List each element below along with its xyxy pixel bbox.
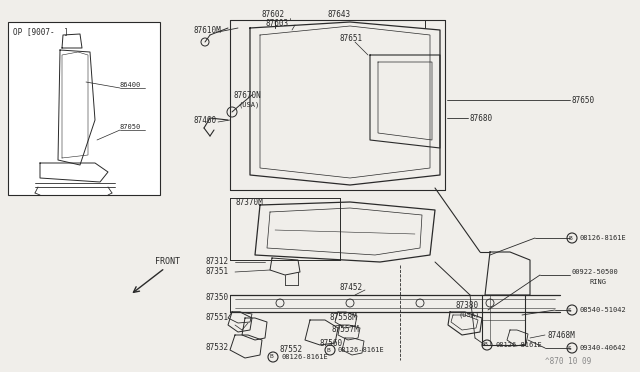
Text: 87351: 87351 <box>205 267 228 276</box>
Text: 09340-40642: 09340-40642 <box>580 345 627 351</box>
Text: 87380: 87380 <box>455 301 478 310</box>
Text: B: B <box>568 235 572 241</box>
Text: 87603: 87603 <box>265 19 288 28</box>
Text: B: B <box>326 347 330 353</box>
Text: 87651: 87651 <box>340 33 363 42</box>
Text: 87312: 87312 <box>205 257 228 266</box>
Text: 87650: 87650 <box>572 96 595 105</box>
Text: 87670N: 87670N <box>234 90 262 99</box>
Text: 08126-8161E: 08126-8161E <box>496 342 543 348</box>
Text: 87050: 87050 <box>120 124 141 130</box>
Text: 87552: 87552 <box>280 346 303 355</box>
Text: 87452: 87452 <box>340 283 363 292</box>
Bar <box>8 22 160 195</box>
Text: 87602: 87602 <box>262 10 285 19</box>
Text: 87370M: 87370M <box>235 198 263 206</box>
Text: OP [9007-  ]: OP [9007- ] <box>13 28 68 36</box>
Text: 87558M: 87558M <box>330 314 358 323</box>
Text: FRONT: FRONT <box>155 257 180 266</box>
Text: 87560: 87560 <box>320 339 343 347</box>
Text: 87350: 87350 <box>205 294 228 302</box>
Text: 87610M: 87610M <box>194 26 221 35</box>
Text: 87460: 87460 <box>194 115 217 125</box>
Text: 87643: 87643 <box>328 10 351 19</box>
Text: 87680: 87680 <box>470 113 493 122</box>
Text: 87551: 87551 <box>205 314 228 323</box>
Text: B: B <box>483 343 487 347</box>
Text: S: S <box>568 346 572 350</box>
Text: RING: RING <box>590 279 607 285</box>
Text: 87532: 87532 <box>205 343 228 353</box>
Text: 00922-50500: 00922-50500 <box>572 269 619 275</box>
Text: 08126-8161E: 08126-8161E <box>580 235 627 241</box>
Text: S: S <box>568 308 572 312</box>
Text: ^870 10 09: ^870 10 09 <box>545 357 591 366</box>
Text: B: B <box>269 355 273 359</box>
Text: 87468M: 87468M <box>548 330 576 340</box>
Text: (USA): (USA) <box>238 102 259 108</box>
Text: 08126-8161E: 08126-8161E <box>338 347 385 353</box>
Text: 08540-51042: 08540-51042 <box>580 307 627 313</box>
Text: 08126-8161E: 08126-8161E <box>282 354 329 360</box>
Text: 87557M: 87557M <box>332 326 360 334</box>
Text: (USA): (USA) <box>458 312 479 318</box>
Text: 86400: 86400 <box>120 82 141 88</box>
